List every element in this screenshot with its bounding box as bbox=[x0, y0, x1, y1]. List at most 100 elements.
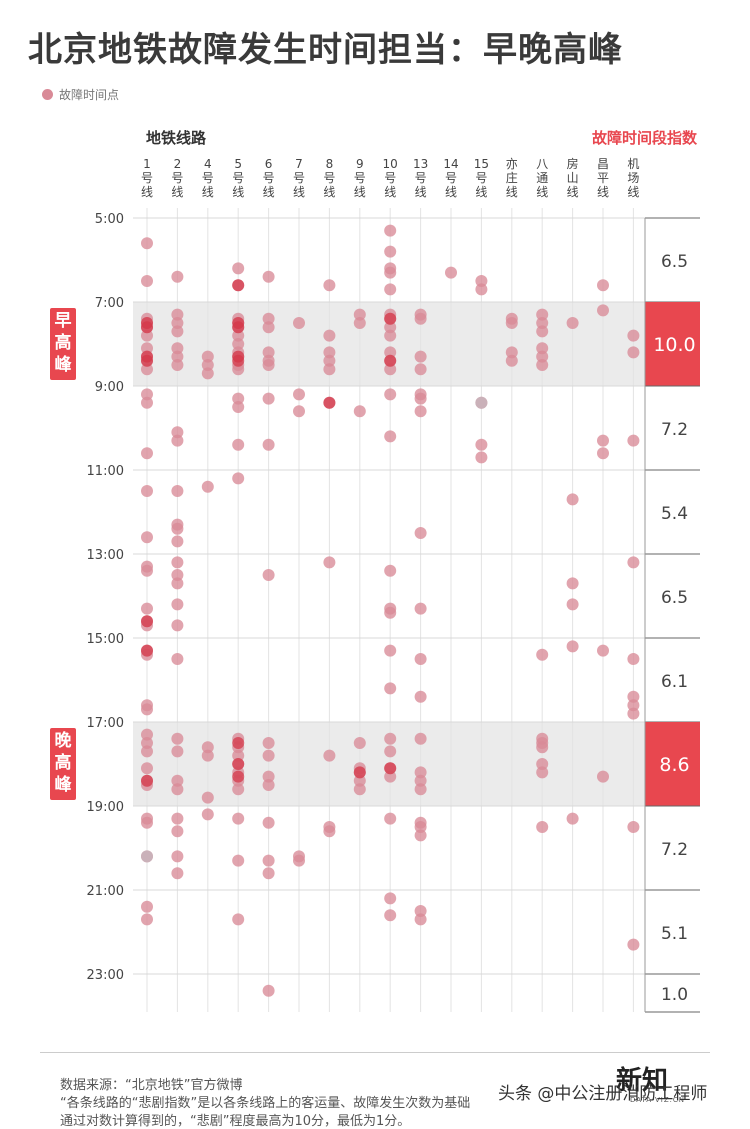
publisher-logo: 新知 bbox=[616, 1066, 669, 1096]
fault-point bbox=[171, 569, 184, 581]
line-label: 线 bbox=[536, 185, 548, 199]
line-label: 6 bbox=[265, 157, 273, 171]
index-value: 6.5 bbox=[661, 252, 688, 272]
fault-point bbox=[171, 434, 184, 447]
line-label: 15 bbox=[474, 157, 489, 171]
index-value: 5.1 bbox=[661, 924, 688, 944]
fault-point-dense bbox=[232, 279, 245, 292]
fault-point bbox=[232, 438, 245, 451]
line-label: 线 bbox=[445, 185, 457, 199]
fault-point bbox=[414, 774, 427, 787]
fault-point bbox=[141, 485, 153, 497]
fault-point bbox=[171, 556, 184, 569]
fault-point bbox=[171, 598, 184, 611]
fault-point bbox=[262, 737, 275, 749]
fault-point-dense bbox=[141, 321, 153, 334]
fault-point bbox=[384, 812, 397, 825]
line-label: 号 bbox=[323, 171, 335, 185]
fault-point bbox=[262, 749, 275, 762]
fault-point bbox=[414, 732, 427, 745]
fault-point bbox=[536, 342, 549, 355]
fault-point bbox=[505, 317, 518, 329]
fault-point bbox=[201, 741, 214, 754]
peak-band-label: 峰 bbox=[55, 774, 73, 795]
index-value: 7.2 bbox=[661, 420, 688, 440]
fault-point bbox=[414, 905, 427, 917]
line-label: 2 bbox=[174, 157, 182, 171]
line-label: 号 bbox=[475, 171, 487, 185]
fault-point-dense bbox=[232, 770, 245, 783]
fault-point bbox=[141, 728, 153, 741]
fault-point bbox=[141, 602, 153, 615]
fault-point bbox=[384, 682, 397, 695]
fault-point bbox=[262, 867, 275, 880]
fault-point bbox=[171, 350, 184, 363]
fault-point bbox=[597, 644, 609, 657]
fault-point bbox=[597, 447, 609, 460]
fault-point bbox=[171, 342, 184, 355]
index-segment-highlight bbox=[645, 722, 700, 806]
fault-point bbox=[262, 438, 275, 451]
fault-point bbox=[536, 648, 549, 661]
fault-point-dense bbox=[384, 762, 397, 775]
fault-point bbox=[232, 401, 245, 413]
line-label: 亦 bbox=[506, 156, 518, 171]
y-tick-label: 9:00 bbox=[95, 380, 124, 395]
fault-point bbox=[141, 275, 153, 287]
publisher-url: DATA-VIZ.CN bbox=[630, 1096, 685, 1104]
fault-point bbox=[384, 430, 397, 443]
fault-point bbox=[353, 774, 366, 787]
footer-note-1: “各条线路的“悲剧指数”是以各条线路上的客运量、故障发生次数为基础 bbox=[60, 1096, 471, 1111]
fault-point bbox=[505, 346, 518, 359]
legend-dot-icon bbox=[42, 89, 53, 100]
fault-point bbox=[627, 699, 640, 712]
line-label: 号 bbox=[445, 171, 457, 185]
line-label: 8 bbox=[326, 157, 334, 171]
fault-point bbox=[232, 783, 245, 796]
y-tick-label: 13:00 bbox=[87, 548, 124, 563]
fault-point bbox=[505, 354, 518, 367]
fault-point bbox=[627, 653, 640, 665]
page-title: 北京地铁故障发生时间担当：早晚高峰 bbox=[28, 30, 623, 70]
line-label: 线 bbox=[171, 185, 183, 199]
line-label: 八 bbox=[536, 157, 548, 171]
fault-point-gray bbox=[475, 396, 488, 409]
line-label: 线 bbox=[354, 185, 366, 199]
fault-point bbox=[566, 317, 579, 329]
fault-point bbox=[141, 237, 153, 250]
line-label: 场 bbox=[627, 171, 639, 185]
fault-point bbox=[597, 304, 609, 317]
fault-point bbox=[141, 396, 153, 409]
fault-point bbox=[262, 392, 275, 405]
fault-point bbox=[627, 821, 640, 833]
fault-point bbox=[171, 812, 184, 825]
fault-point bbox=[414, 527, 427, 539]
fault-point bbox=[141, 388, 153, 401]
fault-point bbox=[232, 392, 245, 405]
y-tick-label: 21:00 bbox=[87, 884, 124, 899]
fault-point bbox=[141, 913, 153, 926]
fault-point bbox=[171, 535, 184, 548]
footer-divider bbox=[40, 1052, 710, 1053]
fault-point bbox=[171, 619, 184, 632]
fault-point bbox=[232, 472, 245, 485]
fault-point-dense bbox=[232, 354, 245, 367]
legend: 故障时间点 bbox=[42, 86, 119, 103]
fault-point bbox=[414, 653, 427, 665]
fault-point bbox=[201, 367, 214, 380]
fault-point bbox=[414, 392, 427, 405]
line-label: 7 bbox=[295, 157, 303, 171]
fault-point bbox=[171, 825, 184, 838]
fault-point bbox=[262, 359, 275, 371]
fault-point bbox=[627, 938, 640, 951]
fault-point bbox=[232, 854, 245, 867]
fault-point-dense bbox=[141, 615, 153, 628]
index-value: 6.1 bbox=[661, 672, 688, 692]
fault-point bbox=[384, 745, 397, 758]
fault-point bbox=[384, 644, 397, 657]
line-label: 号 bbox=[202, 171, 214, 185]
fault-point bbox=[262, 569, 275, 581]
y-tick-label: 15:00 bbox=[87, 632, 124, 647]
fault-point bbox=[201, 350, 214, 363]
